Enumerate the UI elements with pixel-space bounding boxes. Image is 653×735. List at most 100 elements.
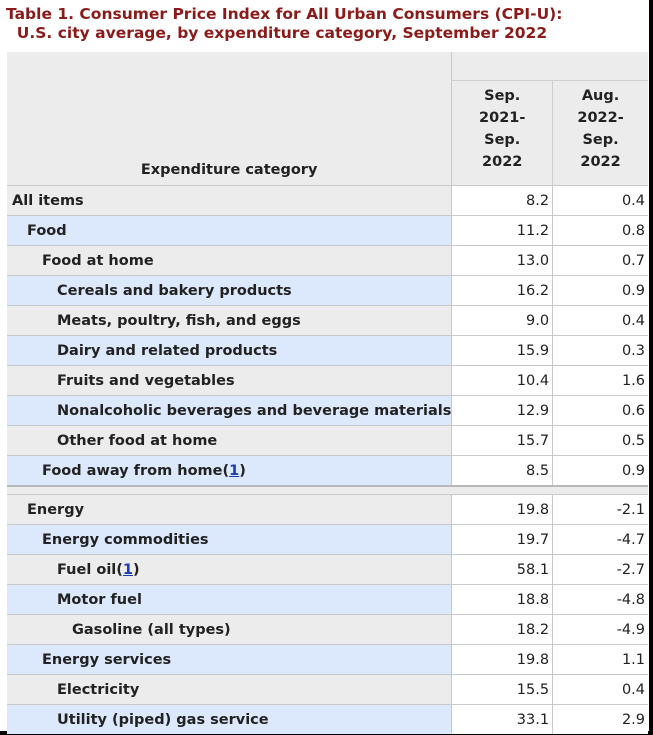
value-12-month: 8.5 <box>451 455 554 486</box>
group-separator-cell <box>7 485 648 495</box>
category-label: Fuel oil <box>57 561 117 578</box>
category-label: Energy <box>27 501 85 518</box>
header-spacer <box>451 52 648 81</box>
footnote-link[interactable]: 1 <box>122 561 133 578</box>
table-row-meats-poultry-fish-and-eggs: Meats, poultry, fish, and eggs 9.0 0.4 <box>7 305 648 336</box>
value-1-month: 0.7 <box>552 245 648 276</box>
table-title-line-2: U.S. city average, by expenditure catego… <box>6 24 548 42</box>
expenditure-category-header: Expenditure category <box>7 52 453 186</box>
column-header-12-month-line: Sep. <box>484 88 521 104</box>
category-cell: Meats, poultry, fish, and eggs <box>7 305 453 336</box>
category-label: Energy commodities <box>42 531 209 548</box>
table-row-food: Food 11.2 0.8 <box>7 215 648 246</box>
table-row-fuel-oil: Fuel oil(1) 58.1 -2.7 <box>7 554 648 585</box>
category-label: Electricity <box>57 681 140 698</box>
column-header-1-month: Aug. 2022- Sep. 2022 <box>552 80 648 186</box>
category-label: Utility (piped) gas service <box>57 711 269 728</box>
value-1-month: 0.4 <box>552 185 648 216</box>
category-cell: Utility (piped) gas service <box>7 704 453 734</box>
category-cell: Energy <box>7 494 453 525</box>
table-title: Table 1. Consumer Price Index for All Ur… <box>6 5 562 43</box>
category-label: Fruits and vegetables <box>57 372 235 389</box>
value-1-month: 0.4 <box>552 305 648 336</box>
value-1-month: -4.8 <box>552 584 648 615</box>
value-1-month: 1.1 <box>552 644 648 675</box>
category-cell: Nonalcoholic beverages and beverage mate… <box>7 395 453 426</box>
table-row-nonalcoholic-beverages-and-beverage-materials: Nonalcoholic beverages and beverage mate… <box>7 395 648 426</box>
category-cell: Motor fuel <box>7 584 453 615</box>
category-cell: Energy commodities <box>7 524 453 555</box>
column-header-1-month-line: 2022 <box>580 154 621 170</box>
table-row-other-food-at-home: Other food at home 15.7 0.5 <box>7 425 648 456</box>
table-row-gasoline-all-types: Gasoline (all types) 18.2 -4.9 <box>7 614 648 645</box>
column-header-12-month-line: 2022 <box>482 154 523 170</box>
category-cell: All items <box>7 185 453 216</box>
category-cell: Food at home <box>7 245 453 276</box>
category-label: Cereals and bakery products <box>57 282 292 299</box>
category-label: Meats, poultry, fish, and eggs <box>57 312 301 329</box>
table-row-electricity: Electricity 15.5 0.4 <box>7 674 648 705</box>
column-header-12-month-line: 2021- <box>479 110 526 126</box>
value-12-month: 8.2 <box>451 185 554 216</box>
value-1-month: -4.7 <box>552 524 648 555</box>
table-row-energy-commodities: Energy commodities 19.7 -4.7 <box>7 524 648 555</box>
value-12-month: 19.7 <box>451 524 554 555</box>
value-12-month: 16.2 <box>451 275 554 306</box>
value-12-month: 33.1 <box>451 704 554 734</box>
value-12-month: 12.9 <box>451 395 554 426</box>
value-1-month: -4.9 <box>552 614 648 645</box>
category-label: Energy services <box>42 651 172 668</box>
category-cell: Food <box>7 215 453 246</box>
table-row-dairy-and-related-products: Dairy and related products 15.9 0.3 <box>7 335 648 366</box>
value-12-month: 19.8 <box>451 494 554 525</box>
value-12-month: 9.0 <box>451 305 554 336</box>
table-row-all-items: All items 8.2 0.4 <box>7 185 648 216</box>
category-label: Dairy and related products <box>57 342 278 359</box>
category-label: Gasoline (all types) <box>72 621 231 638</box>
group-separator <box>7 485 648 495</box>
cpi-table: Expenditure category Sep. 2021- Sep. 202… <box>7 52 648 734</box>
category-label: Food <box>27 222 67 239</box>
column-header-1-month-line: 2022- <box>577 110 624 126</box>
value-12-month: 18.2 <box>451 614 554 645</box>
table-title-line-1: Table 1. Consumer Price Index for All Ur… <box>6 5 563 23</box>
value-1-month: 0.3 <box>552 335 648 366</box>
table-row-cereals-and-bakery-products: Cereals and bakery products 16.2 0.9 <box>7 275 648 306</box>
value-12-month: 19.8 <box>451 644 554 675</box>
value-12-month: 15.5 <box>451 674 554 705</box>
value-1-month: 0.4 <box>552 674 648 705</box>
value-1-month: -2.7 <box>552 554 648 585</box>
value-12-month: 58.1 <box>451 554 554 585</box>
category-cell: Gasoline (all types) <box>7 614 453 645</box>
category-cell: Cereals and bakery products <box>7 275 453 306</box>
footnote-link[interactable]: 1 <box>229 462 240 479</box>
value-12-month: 18.8 <box>451 584 554 615</box>
table-row-energy-services: Energy services 19.8 1.1 <box>7 644 648 675</box>
category-cell: Dairy and related products <box>7 335 453 366</box>
category-cell: Energy services <box>7 644 453 675</box>
category-label: Other food at home <box>57 432 218 449</box>
table-row-fruits-and-vegetables: Fruits and vegetables 10.4 1.6 <box>7 365 648 396</box>
category-label: Food at home <box>42 252 154 269</box>
category-cell: Other food at home <box>7 425 453 456</box>
value-1-month: -2.1 <box>552 494 648 525</box>
value-1-month: 0.8 <box>552 215 648 246</box>
value-1-month: 2.9 <box>552 704 648 734</box>
table-row-food-away-from-home: Food away from home(1) 8.5 0.9 <box>7 455 648 486</box>
category-label: Motor fuel <box>57 591 142 608</box>
table-row-food-at-home: Food at home 13.0 0.7 <box>7 245 648 276</box>
value-12-month: 10.4 <box>451 365 554 396</box>
value-12-month: 11.2 <box>451 215 554 246</box>
category-label: Food away from home <box>42 462 223 479</box>
table-row-utility-piped-gas-service: Utility (piped) gas service 33.1 2.9 <box>7 704 648 734</box>
column-header-12-month: Sep. 2021- Sep. 2022 <box>451 80 554 186</box>
column-header-12-month-line: Sep. <box>484 132 521 148</box>
category-cell: Fuel oil(1) <box>7 554 453 585</box>
value-1-month: 0.9 <box>552 275 648 306</box>
category-cell: Food away from home(1) <box>7 455 453 486</box>
value-1-month: 0.6 <box>552 395 648 426</box>
column-header-1-month-line: Sep. <box>582 132 619 148</box>
category-cell: Fruits and vegetables <box>7 365 453 396</box>
column-header-1-month-line: Aug. <box>581 88 620 104</box>
